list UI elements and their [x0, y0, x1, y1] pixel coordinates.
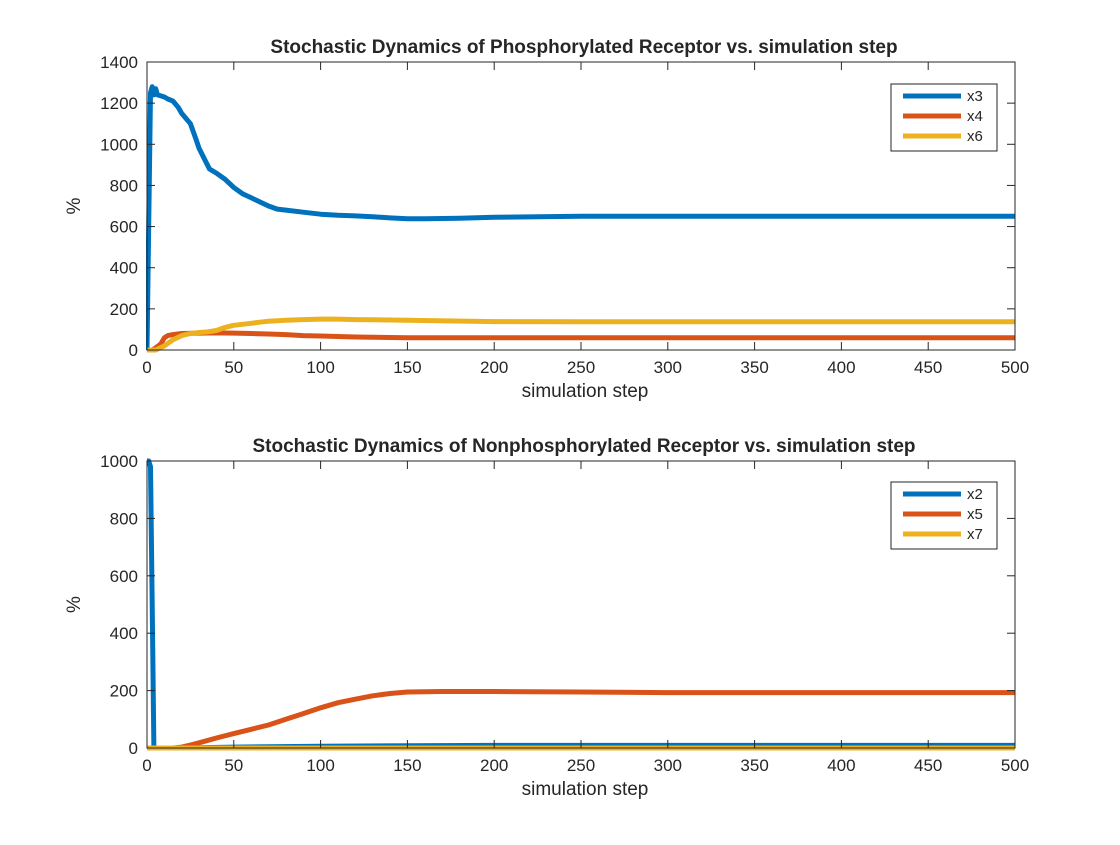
x-tick-label: 0: [142, 756, 151, 775]
x-tick-label: 150: [393, 358, 421, 377]
x-tick-label: 450: [914, 358, 942, 377]
legend-label-x6: x6: [967, 128, 983, 145]
legend: x2 x5 x7: [890, 481, 998, 550]
series-line-x4: [147, 330, 1015, 353]
y-axis-label: %: [64, 197, 85, 214]
series-line-x5: [147, 689, 1015, 751]
y-tick-label: 600: [110, 567, 138, 586]
x-tick-label: 100: [306, 756, 334, 775]
y-tick-label: 0: [129, 739, 138, 758]
x-tick-label: 100: [306, 358, 334, 377]
x-tick-label: 0: [142, 358, 151, 377]
x-tick-label: 400: [827, 756, 855, 775]
legend: x3 x4 x6: [890, 83, 998, 152]
chart-2: 0 50 100 150 200 250 300 350 400 450 500 0 200 400 600…: [64, 436, 1029, 800]
legend-label-x7: x7: [967, 526, 983, 543]
chart-1: 0 50 100 150 200 250 300 350 400 450 500 0 200 400 600…: [64, 37, 1029, 402]
x-tick-label: 200: [480, 358, 508, 377]
x-tick-label: 350: [740, 358, 768, 377]
chart-title: Stochastic Dynamics of Nonphosphorylated…: [252, 436, 915, 457]
y-tick-label: 1000: [100, 452, 138, 471]
x-tick-label: 450: [914, 756, 942, 775]
legend-label-x4: x4: [967, 108, 983, 125]
plot-area: [147, 62, 1015, 350]
x-tick-label: 400: [827, 358, 855, 377]
x-tick-label: 300: [654, 756, 682, 775]
y-tick-label: 600: [110, 218, 138, 237]
x-tick-label: 300: [654, 358, 682, 377]
y-tick-label: 400: [110, 259, 138, 278]
x-tick-label: 200: [480, 756, 508, 775]
y-tick-label: 0: [129, 341, 138, 360]
x-tick-label: 250: [567, 756, 595, 775]
x-axis-label: simulation step: [522, 381, 649, 402]
x-tick-label: 150: [393, 756, 421, 775]
y-tick-label: 1000: [100, 135, 138, 154]
series-line-x3: [146, 84, 1015, 351]
x-tick-label: 50: [224, 756, 243, 775]
y-tick-label: 200: [110, 300, 138, 319]
y-tick-label: 1200: [100, 94, 138, 113]
y-tick-label: 400: [110, 624, 138, 643]
y-axis-label: %: [64, 596, 85, 613]
x-tick-label: 500: [1001, 756, 1029, 775]
series-line-x6: [147, 316, 1015, 353]
x-tick-label: 250: [567, 358, 595, 377]
chart-title: Stochastic Dynamics of Phosphorylated Re…: [270, 37, 897, 58]
y-tick-label: 800: [110, 509, 138, 528]
legend-label-x5: x5: [967, 506, 983, 523]
x-tick-label: 50: [224, 358, 243, 377]
x-axis-label: simulation step: [522, 779, 649, 800]
legend-label-x3: x3: [967, 88, 983, 105]
y-tick-label: 800: [110, 176, 138, 195]
legend-label-x2: x2: [967, 486, 983, 503]
y-tick-label: 200: [110, 682, 138, 701]
x-tick-label: 500: [1001, 358, 1029, 377]
plot-area: [147, 461, 1015, 748]
y-tick-label: 1400: [100, 53, 138, 72]
x-tick-label: 350: [740, 756, 768, 775]
